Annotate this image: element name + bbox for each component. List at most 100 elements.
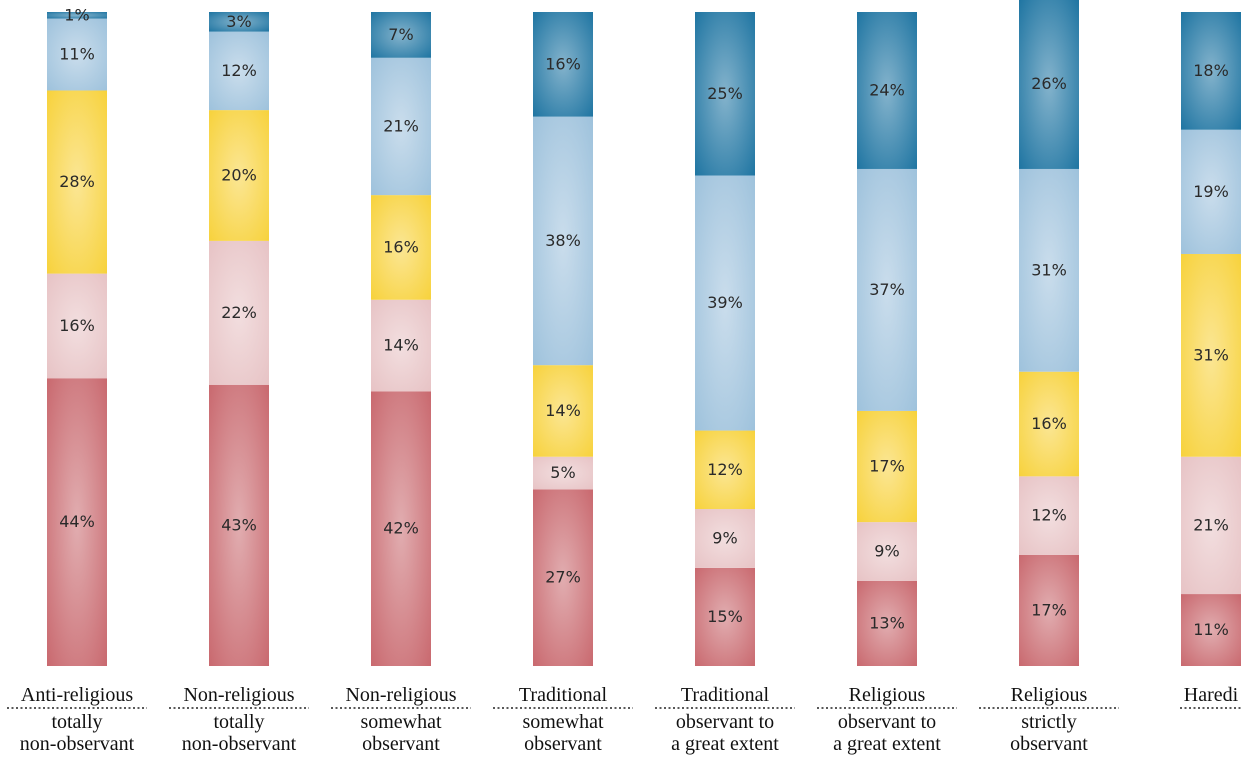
data-label: 19% xyxy=(1193,182,1229,201)
category-sublabel: strictly xyxy=(1021,711,1077,733)
data-label: 17% xyxy=(1031,600,1067,619)
data-label: 16% xyxy=(59,316,95,335)
bar-segment xyxy=(857,168,917,411)
category-sublabel: non-observant xyxy=(20,733,135,755)
category-sublabel: totally xyxy=(213,711,264,733)
data-label: 24% xyxy=(869,80,905,99)
bar-segment xyxy=(533,489,593,666)
category-labels-group: Anti-religioustotallynon-observantNon-re… xyxy=(7,684,1242,755)
bar-segment xyxy=(209,240,269,385)
bar-segment xyxy=(533,456,593,490)
bar-segment xyxy=(1019,371,1079,477)
bar-segment xyxy=(857,12,917,169)
data-label: 20% xyxy=(221,166,257,185)
category-sublabel: observant to xyxy=(676,711,774,733)
data-label: 31% xyxy=(1193,345,1229,364)
bar-segment xyxy=(1181,129,1241,254)
bar-segment xyxy=(371,57,431,196)
category-label: Traditional xyxy=(681,684,770,706)
category-sublabel: observant xyxy=(1010,733,1088,755)
data-label: 38% xyxy=(545,231,581,250)
data-label: 17% xyxy=(869,457,905,476)
bar-segment xyxy=(371,391,431,666)
data-label: 7% xyxy=(388,25,413,44)
category-label: Anti-religious xyxy=(21,684,133,706)
bar-segment xyxy=(47,18,107,91)
bar-segment xyxy=(209,110,269,241)
category-sublabel: observant xyxy=(524,733,602,755)
data-label: 5% xyxy=(550,463,575,482)
bar-segment xyxy=(857,580,917,666)
bar-segment xyxy=(371,299,431,392)
bar-segment xyxy=(695,12,755,176)
data-label: 28% xyxy=(59,172,95,191)
bar-segment xyxy=(209,384,269,666)
bar-segment xyxy=(1019,554,1079,666)
data-label: 11% xyxy=(59,45,95,64)
bar-segment xyxy=(1019,0,1079,169)
category-sublabel: a great extent xyxy=(671,733,779,755)
category-label: Haredi xyxy=(1184,684,1239,706)
bar-segment xyxy=(695,509,755,568)
data-label: 27% xyxy=(545,568,581,587)
data-label: 16% xyxy=(1031,414,1067,433)
data-label: 12% xyxy=(1031,506,1067,525)
data-label: 21% xyxy=(383,116,419,135)
bar-segment xyxy=(47,378,107,666)
bar-segment xyxy=(1181,12,1241,130)
bar-segment xyxy=(371,12,431,58)
bar-segment xyxy=(209,31,269,111)
data-label: 37% xyxy=(869,280,905,299)
bar-segment xyxy=(695,430,755,510)
data-label: 3% xyxy=(226,12,251,31)
category-label: Traditional xyxy=(519,684,608,706)
data-label: 21% xyxy=(1193,515,1229,534)
data-label: 39% xyxy=(707,293,743,312)
data-label: 44% xyxy=(59,512,95,531)
data-label: 16% xyxy=(383,237,419,256)
bar-segment xyxy=(533,116,593,366)
data-label: 1% xyxy=(64,5,89,24)
data-label: 13% xyxy=(869,613,905,632)
bar-segment xyxy=(371,195,431,300)
category-label: Non-religious xyxy=(345,684,456,706)
data-label: 11% xyxy=(1193,620,1229,639)
bar-segment xyxy=(47,273,107,379)
bar-segment xyxy=(209,12,269,32)
bar-segment xyxy=(47,90,107,274)
category-sublabel: totally xyxy=(51,711,102,733)
bar-segment xyxy=(1181,594,1241,666)
data-label: 16% xyxy=(545,54,581,73)
data-label: 14% xyxy=(545,401,581,420)
data-label: 26% xyxy=(1031,74,1067,93)
data-label: 18% xyxy=(1193,61,1229,80)
bar-segment xyxy=(695,175,755,431)
bar-segment xyxy=(1019,476,1079,555)
bar-segment xyxy=(1181,253,1241,457)
data-label: 14% xyxy=(383,336,419,355)
category-sublabel: non-observant xyxy=(182,733,297,755)
data-label: 25% xyxy=(707,84,743,103)
data-label: 15% xyxy=(707,607,743,626)
data-label: 9% xyxy=(712,528,737,547)
category-sublabel: a great extent xyxy=(833,733,941,755)
segment-labels-group: 44% 16% 28% 11% 1% 43% 22% 20% 12% 3% 42% 14% 16% 21%… xyxy=(59,5,1229,639)
category-sublabel: observant xyxy=(362,733,440,755)
data-label: 42% xyxy=(383,519,419,538)
category-sublabel: observant to xyxy=(838,711,936,733)
data-label: 22% xyxy=(221,303,257,322)
data-label: 9% xyxy=(874,542,899,561)
bar-segment xyxy=(1019,168,1079,372)
bar-segment xyxy=(1181,456,1241,595)
category-label: Religious xyxy=(849,684,926,706)
bars-group xyxy=(47,0,1241,666)
data-label: 31% xyxy=(1031,260,1067,279)
bar-segment xyxy=(47,12,107,19)
category-sublabel: somewhat xyxy=(522,711,604,733)
category-label: Non-religious xyxy=(183,684,294,706)
category-sublabel: somewhat xyxy=(360,711,442,733)
category-label: Religious xyxy=(1011,684,1088,706)
bar-segment xyxy=(533,365,593,457)
bar-segment xyxy=(857,410,917,523)
